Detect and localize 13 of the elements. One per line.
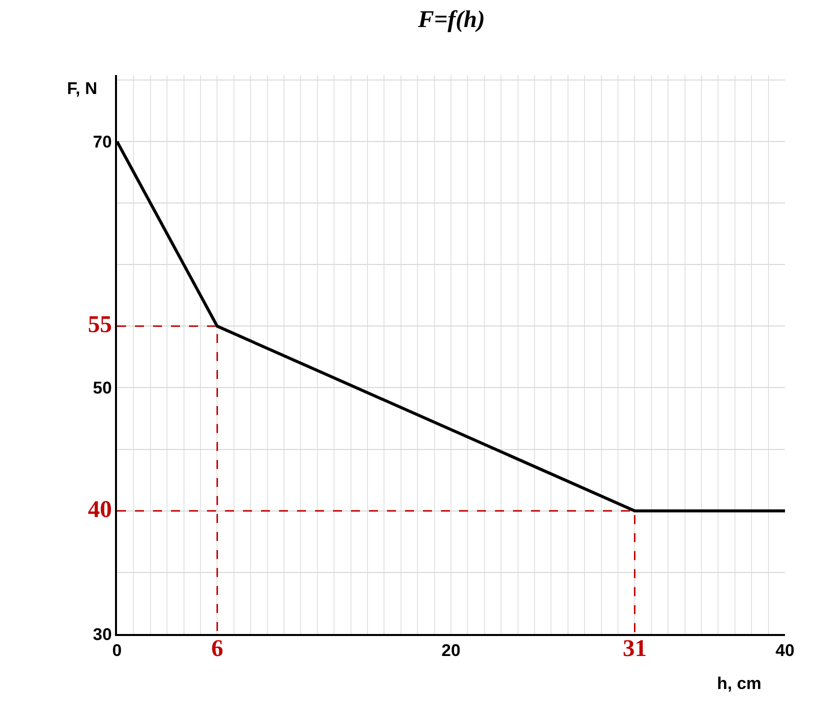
y-axis-title: F, N xyxy=(67,79,98,98)
y-tick-label: 50 xyxy=(92,378,112,398)
x-axis-title: h, cm xyxy=(717,674,762,693)
y-tick-label: 40 xyxy=(88,496,112,523)
x-tick-label: 20 xyxy=(442,641,460,660)
x-tick-label: 6 xyxy=(211,636,224,662)
x-tick-label: 0 xyxy=(112,641,122,660)
y-tick-label: 55 xyxy=(88,312,112,338)
y-tick-label: 30 xyxy=(92,624,112,644)
x-tick-label: 40 xyxy=(776,641,794,660)
chart-title: F=f(h) xyxy=(417,7,486,33)
y-tick-label: 70 xyxy=(92,132,112,152)
x-tick-label: 31 xyxy=(622,636,647,662)
